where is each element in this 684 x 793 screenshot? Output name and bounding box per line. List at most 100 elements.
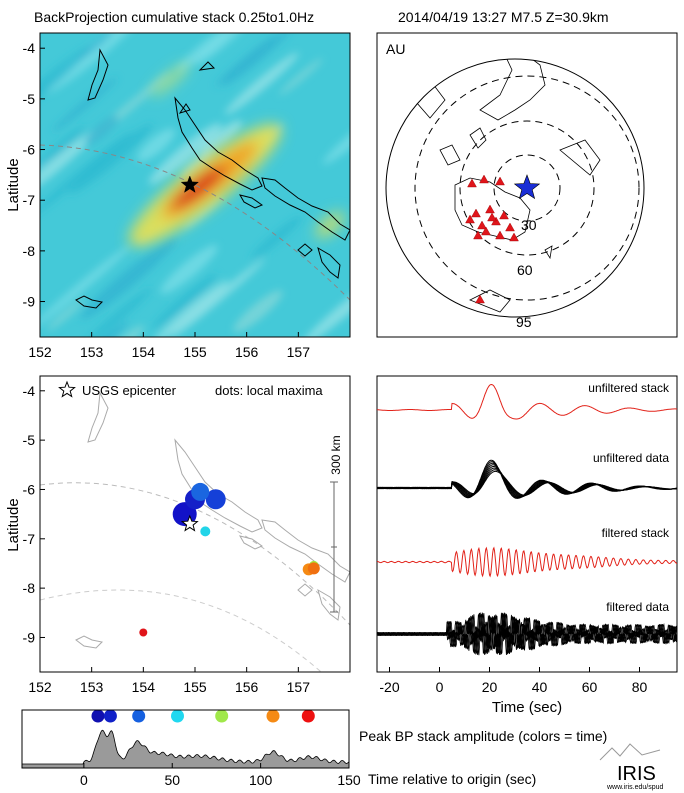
amplitude-axes: 0 50 100 150 xyxy=(80,763,361,788)
heat-streak xyxy=(112,325,144,337)
heat-streak xyxy=(233,290,283,333)
x-tick-label: 155 xyxy=(183,344,207,360)
amp-tick-label: 100 xyxy=(249,772,273,788)
y-tick-label: -8 xyxy=(23,243,36,259)
y-tick-label: -4 xyxy=(23,40,36,56)
trace-label-unfiltered-data: unfiltered data xyxy=(593,451,669,465)
peak-dot xyxy=(266,709,280,723)
waveform-trace xyxy=(377,383,677,420)
logo-wave-icon xyxy=(599,743,661,761)
heat-streak xyxy=(80,237,178,320)
maxima-coastlines xyxy=(75,391,350,649)
amplitude-xlabel: Time relative to origin (sec) xyxy=(368,771,536,787)
backprojection-map: 152 153 154 155 156 157 -4 -5 -6 -7 -8 -9 Latitude xyxy=(5,32,351,360)
heat-streak xyxy=(52,77,118,133)
waveform-trace xyxy=(377,612,677,655)
maxima-axes: 152 153 154 155 156 157 -4 -5 -6 -7 -8 -9 xyxy=(23,383,311,695)
xlabel-time: Time (sec) xyxy=(492,699,562,716)
peak-dot xyxy=(215,709,229,723)
peak-dot xyxy=(171,709,184,723)
waveform-trace xyxy=(377,546,677,578)
heat-streak xyxy=(137,128,176,162)
station-triangle xyxy=(485,204,495,214)
heat-streak xyxy=(40,129,98,200)
time-tick-label: 20 xyxy=(482,679,498,695)
scale-bar-label: 300 km xyxy=(329,435,343,474)
ylabel-latitude-bottom: Latitude xyxy=(5,498,22,551)
amplitude-title: Peak BP stack amplitude (colors = time) xyxy=(359,728,607,744)
station-triangle xyxy=(495,230,505,240)
x-tick-label: 155 xyxy=(183,679,207,695)
x-tick-label: 152 xyxy=(28,679,52,695)
trace-label-filtered-data: filtered data xyxy=(606,600,669,614)
heat-streak xyxy=(195,33,251,65)
legend-epicenter: USGS epicenter xyxy=(82,383,177,398)
heat-streak xyxy=(46,33,150,93)
ring-label-30: 30 xyxy=(521,217,537,233)
heat-streak xyxy=(215,34,277,87)
globe-coastlines xyxy=(409,59,601,313)
figure-title: BackProjection cumulative stack 0.25to1.… xyxy=(34,9,314,25)
heat-streak xyxy=(301,271,350,337)
amp-tick-label: 0 xyxy=(80,772,88,788)
x-tick-label: 153 xyxy=(80,679,104,695)
trace-label-filtered-stack: filtered stack xyxy=(602,526,670,540)
peak-dot xyxy=(91,709,105,723)
peak-dot xyxy=(103,709,117,723)
time-tick-label: 80 xyxy=(632,679,648,695)
y-tick-label: -5 xyxy=(23,91,36,107)
heat-streak xyxy=(84,115,119,145)
iris-logo: IRIS www.iris.edu/spud xyxy=(599,743,664,791)
waveform-trace xyxy=(377,612,677,655)
heat-streak xyxy=(40,46,91,119)
x-tick-label: 157 xyxy=(287,679,311,695)
time-tick-label: 40 xyxy=(532,679,548,695)
dashed-contour-lower xyxy=(40,482,350,626)
maxima-dot xyxy=(139,628,148,637)
event-info: 2014/04/19 13:27 M7.5 Z=30.9km xyxy=(398,9,609,25)
x-tick-label: 154 xyxy=(132,344,156,360)
maxima-dot xyxy=(191,482,210,501)
peak-dot xyxy=(301,709,315,723)
station-triangle xyxy=(505,222,515,232)
amplitude-area xyxy=(22,729,349,768)
station-triangle xyxy=(471,208,481,218)
stations xyxy=(465,174,519,304)
x-tick-label: 156 xyxy=(235,679,259,695)
station-triangle xyxy=(465,214,475,224)
maxima-dot xyxy=(205,489,226,510)
peak-amplitude-panel: 0 50 100 150 Peak BP stack amplitude (color… xyxy=(21,709,607,788)
amp-tick-label: 50 xyxy=(164,772,180,788)
heat-streak xyxy=(250,215,303,260)
station-triangle xyxy=(487,212,497,222)
x-tick-label: 154 xyxy=(132,679,156,695)
waveform-traces xyxy=(377,383,677,656)
station-triangle xyxy=(473,230,483,240)
heat-streak xyxy=(85,287,153,337)
heat-streak xyxy=(152,273,218,329)
maxima-dot xyxy=(200,526,211,537)
ring-label-95: 95 xyxy=(516,314,532,330)
y-tick-label: -9 xyxy=(23,294,36,310)
station-triangle xyxy=(481,226,491,236)
heat-streak xyxy=(46,299,85,331)
waveform-trace xyxy=(377,612,677,656)
station-triangle xyxy=(477,220,487,230)
x-tick-label: 157 xyxy=(287,344,311,360)
waveform-panel: unfiltered stack unfiltered data filtere… xyxy=(376,375,678,716)
heat-streak xyxy=(176,33,230,72)
y-tick-label: -9 xyxy=(23,629,36,645)
amp-tick-label: 150 xyxy=(337,772,361,788)
heat-streak xyxy=(169,258,265,337)
y-tick-label: -4 xyxy=(23,383,36,399)
local-maxima-dots xyxy=(139,482,320,637)
dashed-contour xyxy=(40,144,350,301)
heat-streak xyxy=(322,109,350,165)
time-tick-label: -20 xyxy=(379,679,399,695)
heat-streak xyxy=(152,280,229,337)
heat-streak xyxy=(224,52,299,115)
station-triangle xyxy=(495,176,505,186)
station-triangle xyxy=(499,210,509,220)
scale-bar xyxy=(330,481,338,613)
